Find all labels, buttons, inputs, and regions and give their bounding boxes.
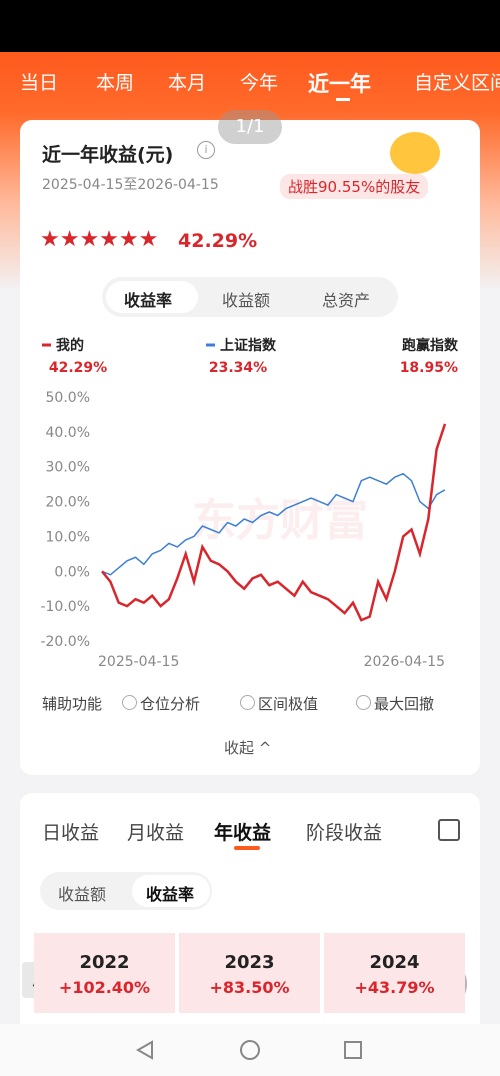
year: 2023	[224, 952, 275, 973]
outperform-value: 18.95%	[400, 360, 458, 376]
segment-active	[106, 281, 198, 313]
card	[20, 120, 480, 775]
tools-label: 辅助功能	[42, 695, 103, 713]
tab[interactable]: 本月	[168, 72, 207, 94]
series-line	[101, 472, 446, 576]
tool[interactable]: 仓位分析	[140, 695, 201, 713]
x-tick-label: 2025-04-15	[98, 654, 179, 670]
date-range: 2025-04-15至2026-04-15	[42, 177, 219, 193]
tab-indicator	[336, 98, 350, 101]
nav-bar	[0, 1024, 500, 1076]
year-return: +83.50%	[209, 978, 290, 997]
year-return: +43.79%	[354, 978, 435, 997]
tab[interactable]: 当日	[20, 72, 59, 94]
y-tick-label: -10.0%	[40, 599, 90, 615]
returns-tab[interactable]: 阶段收益	[306, 822, 383, 844]
collapse-label[interactable]: 收起	[224, 739, 255, 757]
pager: 1/1	[218, 110, 282, 144]
segment[interactable]: 总资产	[322, 291, 371, 310]
tab[interactable]: 自定义区间	[414, 72, 500, 94]
y-tick-label: 50.0%	[46, 390, 90, 406]
emoji	[390, 132, 440, 174]
returns-tab[interactable]: 年收益	[214, 822, 272, 844]
chart: 东方财富 50.0% 40.0% 30.0% 20.0% 10.0% 0.0% -10.0% -…	[40, 337, 459, 670]
legend-value: 23.34%	[209, 360, 267, 376]
outperform-label: 跑赢指数	[402, 337, 459, 354]
radio[interactable]	[240, 695, 255, 710]
y-tick-label: 0.0%	[54, 564, 90, 580]
radio[interactable]	[356, 695, 371, 710]
series-line	[101, 423, 447, 622]
tab[interactable]: 今年	[240, 72, 279, 94]
returns-tab[interactable]: 月收益	[127, 822, 185, 844]
share-icon[interactable]	[438, 819, 460, 841]
legend-label: 上证指数	[220, 337, 277, 354]
year-tile	[179, 933, 320, 1013]
y-tick-label: 40.0%	[46, 425, 90, 441]
info-icon[interactable]: i	[197, 141, 215, 159]
toggle-active	[132, 875, 210, 907]
y-tick-label: 20.0%	[46, 495, 90, 511]
x-tick-label: 2026-04-15	[364, 654, 445, 670]
returns-tab[interactable]: 日收益	[42, 822, 100, 844]
watermark: 东方财富	[192, 495, 368, 546]
segment[interactable]: 收益额	[222, 291, 271, 310]
status-bar	[0, 0, 500, 52]
stars: ★★★★★★	[40, 227, 159, 252]
year-tile	[34, 933, 175, 1013]
legend-label: 我的	[56, 337, 84, 354]
y-tick-label: 10.0%	[46, 529, 90, 545]
y-tick-label: -20.0%	[40, 634, 90, 650]
year: 2024	[369, 952, 420, 973]
y-tick-label: 30.0%	[46, 460, 90, 476]
nav-icons	[135, 1040, 362, 1060]
tool[interactable]: 区间极值	[258, 695, 319, 713]
tab[interactable]: 本周	[96, 72, 135, 94]
tool[interactable]: 最大回撤	[374, 695, 435, 713]
card-title: 近一年收益(元)	[42, 144, 174, 166]
toggle-option[interactable]: 收益额	[58, 885, 107, 904]
collapse[interactable]: 收起 ^	[224, 739, 272, 757]
year-tile	[324, 933, 465, 1013]
year-return: +102.40%	[58, 978, 151, 997]
return: 42.29%	[178, 230, 258, 252]
legend-value: 42.29%	[49, 360, 107, 376]
toggle-option[interactable]: 收益率	[146, 885, 195, 904]
tab-underline	[234, 846, 260, 850]
radio[interactable]	[122, 695, 137, 710]
beat-badge[interactable]: 战胜90.55%的股友	[280, 174, 429, 199]
year: 2022	[79, 952, 130, 973]
segment[interactable]: 收益率	[124, 291, 173, 310]
tab[interactable]: 近一年	[308, 72, 371, 96]
